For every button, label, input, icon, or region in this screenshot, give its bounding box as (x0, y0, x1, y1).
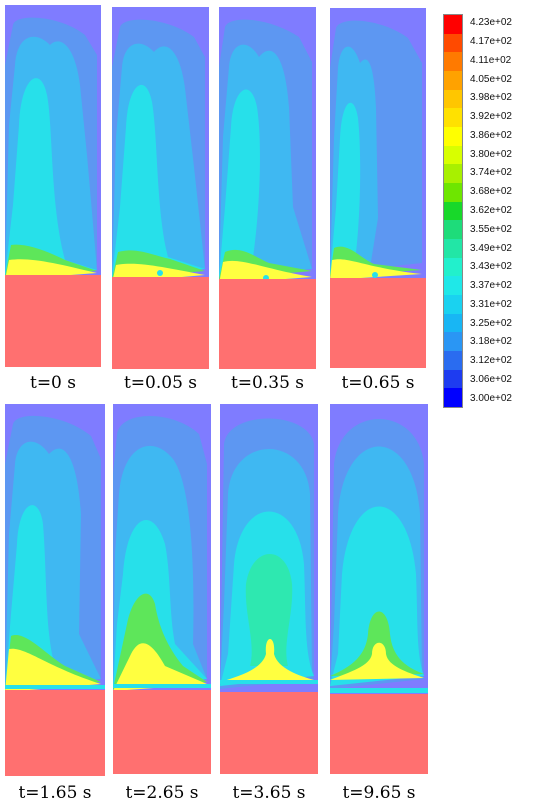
legend-swatch (444, 351, 462, 370)
contour-panel-t0-05 (112, 7, 209, 369)
legend-tick-label: 4.11e+02 (470, 54, 512, 66)
legend-tick-label: 4.17e+02 (470, 36, 512, 48)
legend-tick-label: 3.31e+02 (470, 298, 512, 310)
panel-caption: t=3.65 s (232, 783, 306, 803)
panel-caption: t=1.65 s (18, 783, 92, 803)
legend-swatch (444, 52, 462, 72)
panel-caption: t=0.05 s (123, 373, 198, 393)
legend-tick-label: 4.05e+02 (470, 73, 512, 85)
legend-tick-label: 3.37e+02 (470, 280, 512, 292)
legend-tick-label: 3.06e+02 (470, 373, 512, 385)
legend-tick-label: 3.74e+02 (470, 167, 512, 179)
legend-swatch (444, 127, 462, 146)
legend-colorbar (443, 14, 463, 408)
legend-swatch (444, 145, 462, 165)
legend-swatch (444, 239, 462, 258)
legend-tick-label: 3.49e+02 (470, 242, 512, 254)
panel-caption: t=0.65 s (341, 373, 415, 393)
panel-caption: t=2.65 s (125, 783, 199, 803)
legend-swatch (444, 276, 462, 296)
legend-swatch (444, 183, 462, 202)
legend-swatch (444, 257, 462, 277)
legend-tick-label: 3.80e+02 (470, 148, 512, 160)
legend-swatch (444, 71, 462, 90)
panel-caption: t=0 s (29, 373, 77, 393)
contour-panel-t0-65 (330, 8, 426, 368)
legend-tick-label: 3.18e+02 (470, 336, 512, 348)
legend-tick-label: 3.62e+02 (470, 205, 512, 216)
legend-tick-label: 3.25e+02 (470, 317, 512, 329)
legend-swatch (444, 220, 462, 240)
legend-tick-label: 3.00e+02 (470, 392, 512, 404)
legend-swatch (444, 108, 462, 128)
legend-swatch (444, 369, 462, 389)
contour-panel-t2-65 (113, 404, 211, 774)
legend-tick-label: 3.12e+02 (470, 355, 512, 367)
legend-tick-label: 4.23e+02 (470, 17, 512, 29)
legend-tick-label: 3.92e+02 (470, 111, 512, 123)
legend-swatch (444, 164, 462, 184)
legend-swatch (444, 15, 462, 34)
contour-panel-t9-65 (330, 404, 428, 774)
panel-caption: t=0.35 s (230, 373, 305, 393)
contour-panel-t3-65 (220, 404, 318, 774)
contour-panel-t0 (5, 5, 101, 367)
legend-tick-label: 3.86e+02 (470, 129, 512, 141)
legend-swatch (444, 295, 462, 314)
legend-swatch (444, 201, 462, 221)
contour-panel-t1-65 (5, 404, 105, 776)
contour-panel-t0-35 (219, 7, 316, 369)
legend-swatch (444, 388, 462, 408)
legend-swatch (444, 332, 462, 352)
legend-tick-label: 3.43e+02 (470, 261, 512, 273)
legend-tick-label: 3.98e+02 (470, 92, 512, 104)
panel-caption: t=9.65 s (342, 783, 416, 803)
legend-tick-label: 3.68e+02 (470, 186, 512, 198)
legend-swatch (444, 313, 462, 333)
legend-tick-label: 3.55e+02 (470, 223, 512, 235)
legend-swatch (444, 33, 462, 53)
legend-swatch (444, 89, 462, 109)
